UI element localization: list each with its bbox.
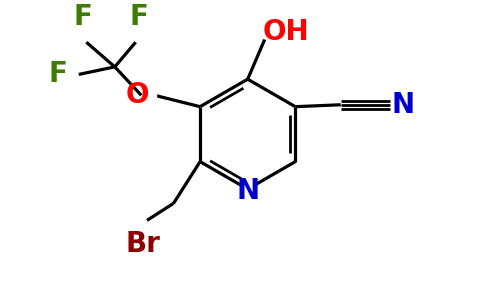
Text: Br: Br [126, 230, 161, 258]
Text: F: F [73, 3, 92, 31]
Text: F: F [48, 60, 67, 88]
Bar [146, 89, 155, 102]
Bar [240, 182, 255, 197]
Text: OH: OH [262, 18, 309, 46]
Text: N: N [392, 91, 415, 119]
Bar [262, 33, 268, 38]
Text: F: F [130, 3, 149, 31]
Text: N: N [236, 177, 259, 205]
Text: O: O [125, 81, 149, 109]
Bar [394, 98, 401, 111]
